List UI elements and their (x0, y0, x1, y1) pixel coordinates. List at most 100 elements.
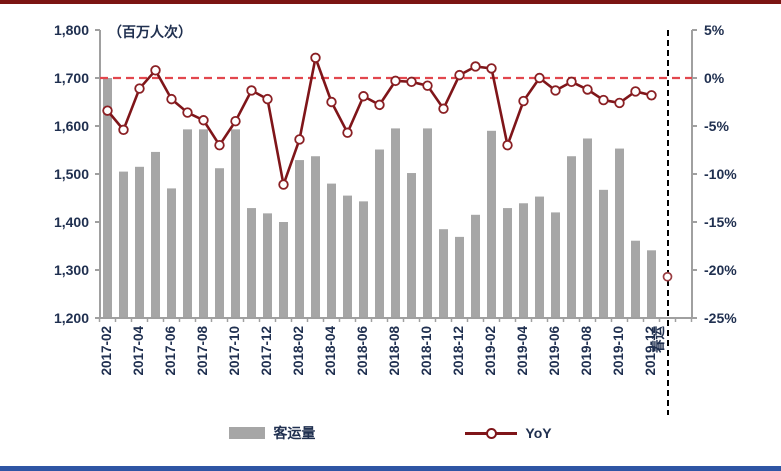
yoy-point-2017-11 (246, 85, 257, 96)
yoy-point-2017-03 (118, 124, 129, 136)
yoy-point-2017-02 (102, 105, 113, 116)
bar-2017-07 (183, 129, 192, 318)
yoy-point-2019-04 (518, 95, 529, 107)
bar-2018-01 (279, 222, 288, 318)
left-axis-label: 1,200 (54, 310, 89, 326)
x-axis-label: 2019-10 (611, 326, 626, 376)
bar-2017-02 (103, 78, 112, 318)
yoy-point-2017-08 (198, 115, 209, 126)
left-axis-label: 1,700 (54, 70, 89, 86)
legend-volume-label: 客运量 (273, 425, 316, 441)
x-axis-label: 2018-12 (451, 326, 466, 376)
x-axis-label: 2018-06 (355, 326, 370, 376)
x-axis-label: 2018-08 (387, 326, 402, 376)
right-axis-label: -5% (704, 118, 729, 134)
x-axis-label: 2017-02 (99, 326, 114, 376)
right-axis-label: 0% (704, 70, 725, 86)
bar-2019-04 (519, 203, 528, 318)
bar-2019-06 (551, 212, 560, 318)
yoy-point-2019-12 (646, 90, 657, 101)
bar-2019-12 (647, 250, 656, 318)
yoy-point-2018-08 (390, 75, 401, 87)
x-axis-label: 2017-08 (195, 326, 210, 376)
left-axis-label: 1,600 (54, 118, 89, 134)
legend-item-volume: 客运量 (229, 423, 315, 443)
x-axis-label: 2019-08 (579, 326, 594, 376)
yoy-point-2017-12 (262, 93, 273, 105)
x-axis-label: 2018-04 (323, 326, 338, 376)
legend: 客运量 YoY (0, 423, 781, 443)
x-axis-label: 2017-04 (131, 326, 146, 376)
right-axis-label: -15% (704, 214, 737, 230)
bar-2017-10 (231, 129, 240, 318)
legend-yoy-label: YoY (525, 425, 552, 441)
right-axis-label: -25% (704, 310, 737, 326)
bar-2019-09 (599, 189, 608, 318)
bar-2017-04 (135, 166, 144, 318)
yoy-point-2017-05 (150, 65, 161, 76)
bar-2018-03 (311, 156, 320, 318)
yoy-point-2018-03 (310, 52, 321, 64)
top-rule (0, 0, 781, 4)
right-axis-label: -10% (704, 166, 737, 182)
yoy-point-2018-07 (374, 99, 385, 111)
bar-2017-08 (199, 129, 208, 318)
combo-chart: 1,200 1,300 1,400 1,500 1,600 1,700 1,800 -25% -… (54, 22, 737, 415)
bar-2019-02 (487, 130, 496, 318)
bar-2017-11 (247, 208, 256, 318)
bar-2018-07 (375, 149, 384, 318)
yoy-point-2017-07 (182, 107, 193, 118)
bar-2018-08 (391, 128, 400, 318)
bar-swatch-icon (229, 427, 266, 439)
yoy-point-2019-08 (582, 84, 593, 95)
yoy-point-2019-11 (630, 86, 641, 97)
bottom-rule (0, 466, 781, 471)
bar-2018-04 (327, 183, 336, 318)
x-axis-label: 春运 (650, 326, 666, 354)
bar-2017-06 (167, 188, 176, 318)
line-marker-swatch-icon (465, 427, 518, 439)
bar-2018-06 (359, 201, 368, 318)
x-axis-label: 2017-10 (227, 326, 242, 376)
bar-2018-12 (455, 236, 464, 318)
left-axis-label: 1,300 (54, 262, 89, 278)
yoy-point-2019-10 (614, 97, 625, 109)
x-axis-label: 2017-06 (163, 326, 178, 376)
yoy-point-2019-02 (486, 63, 497, 74)
yoy-point-2019-03 (502, 139, 513, 151)
bar-2017-12 (263, 213, 272, 318)
bar-2019-08 (583, 138, 592, 318)
x-axis-label: 2019-06 (547, 326, 562, 376)
bar-2018-11 (439, 229, 448, 318)
left-axis-label: 1,500 (54, 166, 89, 182)
yoy-point-2018-06 (358, 91, 369, 102)
yoy-point-2017-06 (166, 93, 177, 105)
yoy-point-2017-10 (230, 115, 241, 127)
x-axis-label: 2019-12 (643, 326, 658, 376)
yoy-point-2017-09 (214, 139, 225, 151)
bar-2019-10 (615, 148, 624, 318)
bar-2017-03 (119, 171, 128, 318)
bar-2018-09 (407, 173, 416, 318)
yoy-point-2018-12 (454, 69, 465, 81)
yoy-point-2018-02 (294, 134, 305, 145)
yoy-point-2019-05 (534, 72, 545, 84)
bar-2019-01 (471, 214, 480, 318)
yoy-point-2018-05 (342, 127, 353, 138)
bar-2019-07 (567, 156, 576, 318)
yoy-point-2018-11 (438, 103, 449, 114)
bar-2017-09 (215, 168, 224, 318)
right-axis-label: 5% (704, 22, 725, 38)
bar-2019-03 (503, 208, 512, 318)
x-axis-label: 2017-12 (259, 326, 274, 376)
yoy-point-2018-10 (422, 80, 433, 91)
yoy-point-2018-04 (326, 96, 337, 108)
legend-item-yoy: YoY (465, 425, 552, 441)
yoy-point-2019-01 (470, 61, 481, 72)
yoy-point-2019-06 (550, 85, 561, 96)
yoy-point-2018-01 (278, 179, 289, 190)
yoy-point-2018-09 (406, 76, 417, 88)
left-axis-label: 1,400 (54, 214, 89, 230)
axis-unit-label: （百万人次） (108, 24, 192, 40)
x-axis-label: 2019-02 (483, 326, 498, 376)
